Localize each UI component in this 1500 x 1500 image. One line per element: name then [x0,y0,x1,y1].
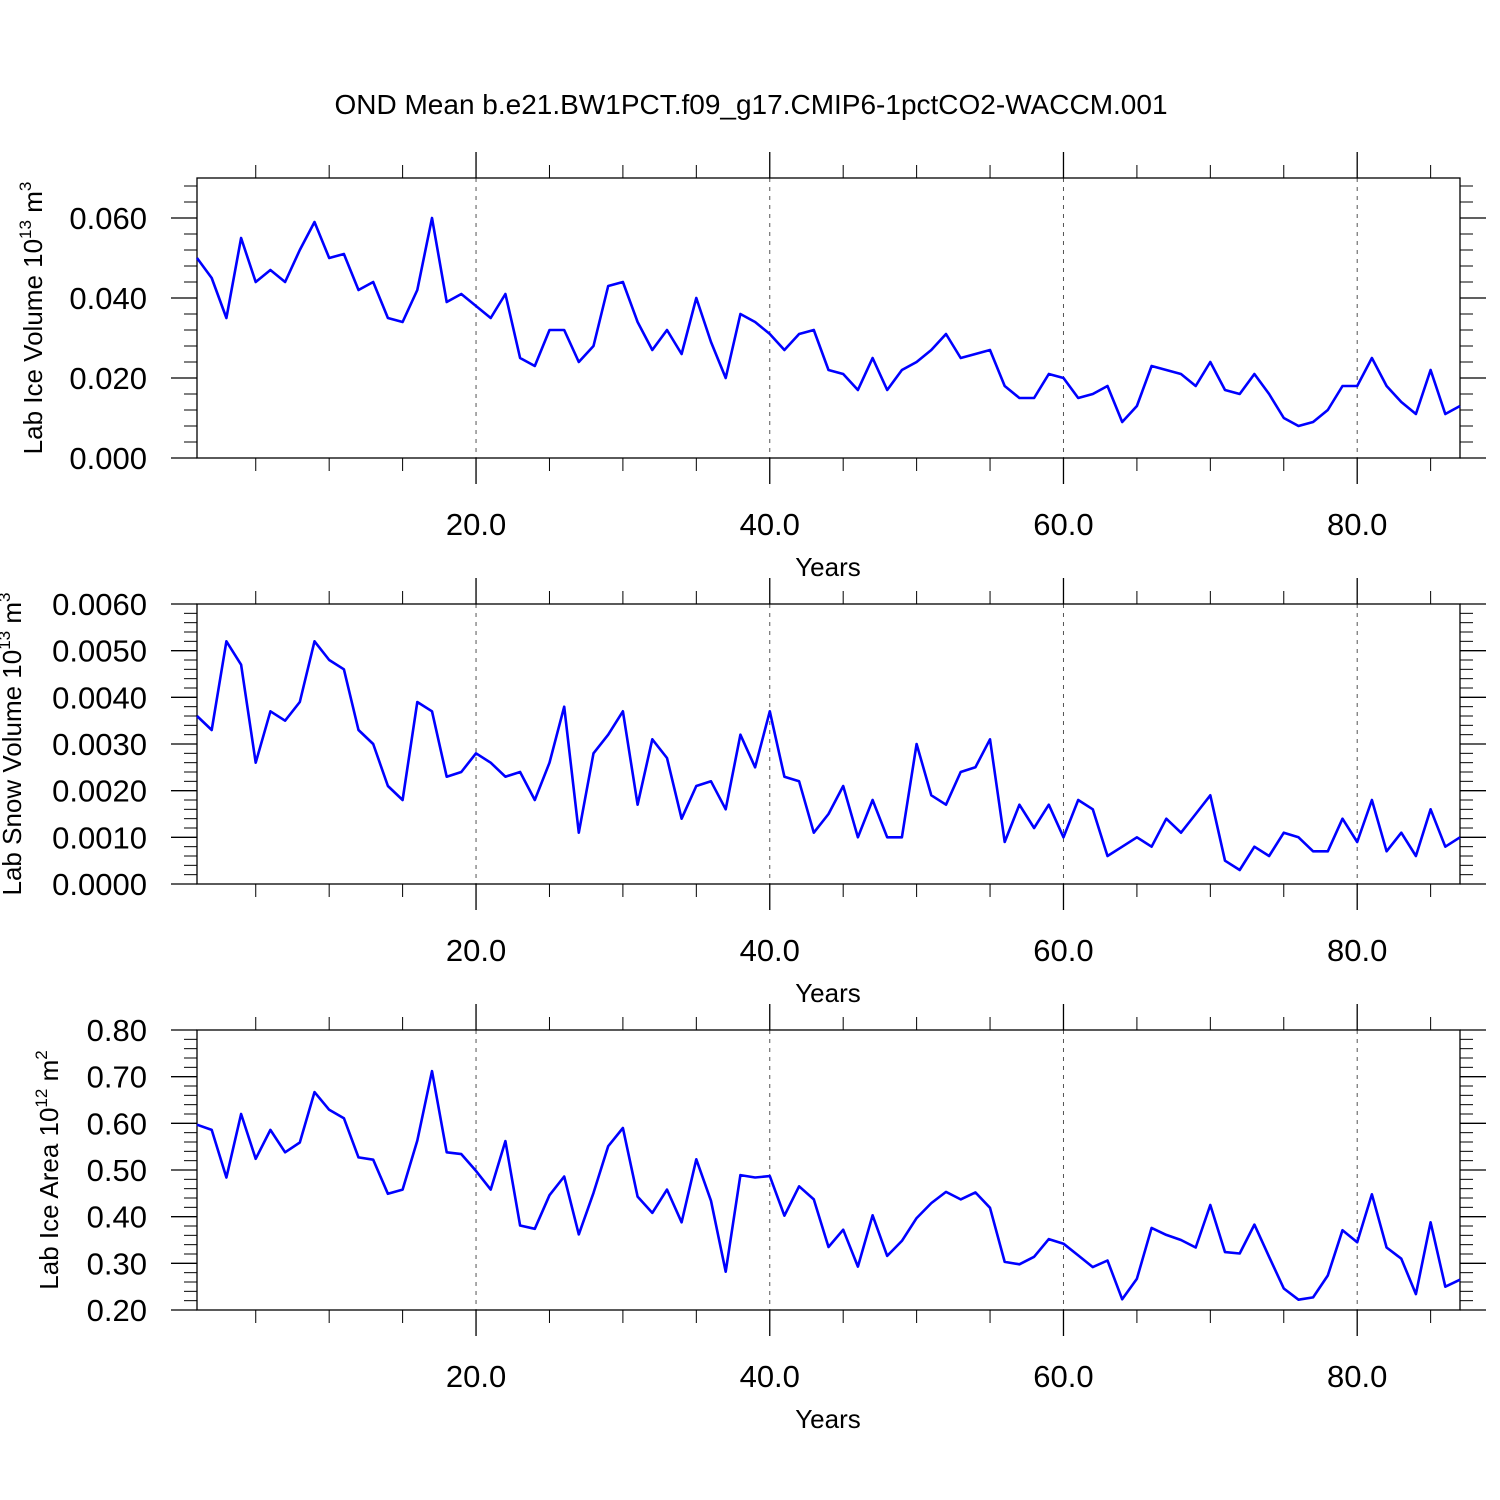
x-tick-label-1: 40.0 [740,933,800,968]
x-tick-label-1: 40.0 [740,1359,800,1394]
y-tick-label-0: 0.20 [87,1293,147,1328]
x-tick-label-2: 60.0 [1033,933,1093,968]
plot-frame [196,177,1461,459]
y-tick-label-5: 0.0050 [52,634,147,669]
figure-title: OND Mean b.e21.BW1PCT.f09_g17.CMIP6-1pct… [334,89,1167,120]
y-axis-label-unit: m [0,602,27,631]
y-tick-label-2: 0.40 [87,1200,147,1235]
x-axis-label: Years [795,1404,861,1434]
y-axis-label: Lab Snow Volume 1013 m3 [0,592,27,895]
y-axis-label: Lab Ice Volume 1013 m3 [16,182,48,455]
y-tick-label-5: 0.70 [87,1060,147,1095]
y-axis-label-unit-exponent: 3 [0,592,14,601]
y-axis-label-exponent: 12 [32,1089,51,1108]
x-tick-label-0: 20.0 [446,933,506,968]
chart-panel-3: 0.20 0.30 0.40 0.50 0.60 0.70 0.80 20.0 40.0 60.0… [32,1004,1486,1434]
plot-frame [196,1029,1461,1311]
y-axis-label: Lab Ice Area 1012 m2 [32,1050,64,1289]
y-axis-label-exponent: 13 [0,631,14,650]
y-tick-label-3: 0.060 [69,201,147,236]
y-axis-label-exponent: 13 [16,220,35,239]
y-axis-label-text: Lab Ice Volume 10 [18,239,48,454]
x-tick-label-1: 40.0 [740,507,800,542]
y-tick-label-3: 0.50 [87,1153,147,1188]
chart-panel-1: 0.000 0.020 0.040 0.060 20.0 40.0 60.0 80.0 Year… [16,152,1486,582]
x-axis-label: Years [795,552,861,582]
x-tick-label-3: 80.0 [1327,1359,1387,1394]
x-axis-label: Years [795,978,861,1008]
x-tick-label-0: 20.0 [446,507,506,542]
y-axis-label-unit-exponent: 3 [16,182,35,191]
y-tick-label-0: 0.000 [69,441,147,476]
x-tick-label-2: 60.0 [1033,1359,1093,1394]
y-axis-label-unit-exponent: 2 [32,1050,51,1059]
y-axis-label-text: Lab Ice Area 10 [34,1108,64,1290]
series-line [196,639,1461,872]
x-tick-label-0: 20.0 [446,1359,506,1394]
y-tick-label-4: 0.0040 [52,680,147,715]
plot-frame [196,603,1461,885]
y-tick-label-6: 0.80 [87,1013,147,1048]
y-tick-label-1: 0.020 [69,361,147,396]
y-tick-label-6: 0.0060 [52,587,147,622]
y-axis-label-unit: m [34,1060,64,1089]
chart-panel-2: 0.0000 0.0010 0.0020 0.0030 0.0040 0.0050 0.00… [0,578,1486,1008]
y-tick-label-0: 0.0000 [52,867,147,902]
y-tick-label-4: 0.60 [87,1106,147,1141]
x-tick-label-3: 80.0 [1327,933,1387,968]
y-axis-label-unit: m [18,191,48,220]
y-tick-label-1: 0.30 [87,1246,147,1281]
y-tick-label-2: 0.040 [69,281,147,316]
y-tick-label-2: 0.0020 [52,774,147,809]
x-tick-label-3: 80.0 [1327,507,1387,542]
y-tick-label-1: 0.0010 [52,820,147,855]
chart-panels: 0.000 0.020 0.040 0.060 20.0 40.0 60.0 80.0 Year… [0,152,1486,1434]
x-tick-label-2: 60.0 [1033,507,1093,542]
y-axis-label-text: Lab Snow Volume 10 [0,650,27,896]
y-tick-label-3: 0.0030 [52,727,147,762]
series-line [196,1069,1461,1301]
series-line [195,216,1461,428]
